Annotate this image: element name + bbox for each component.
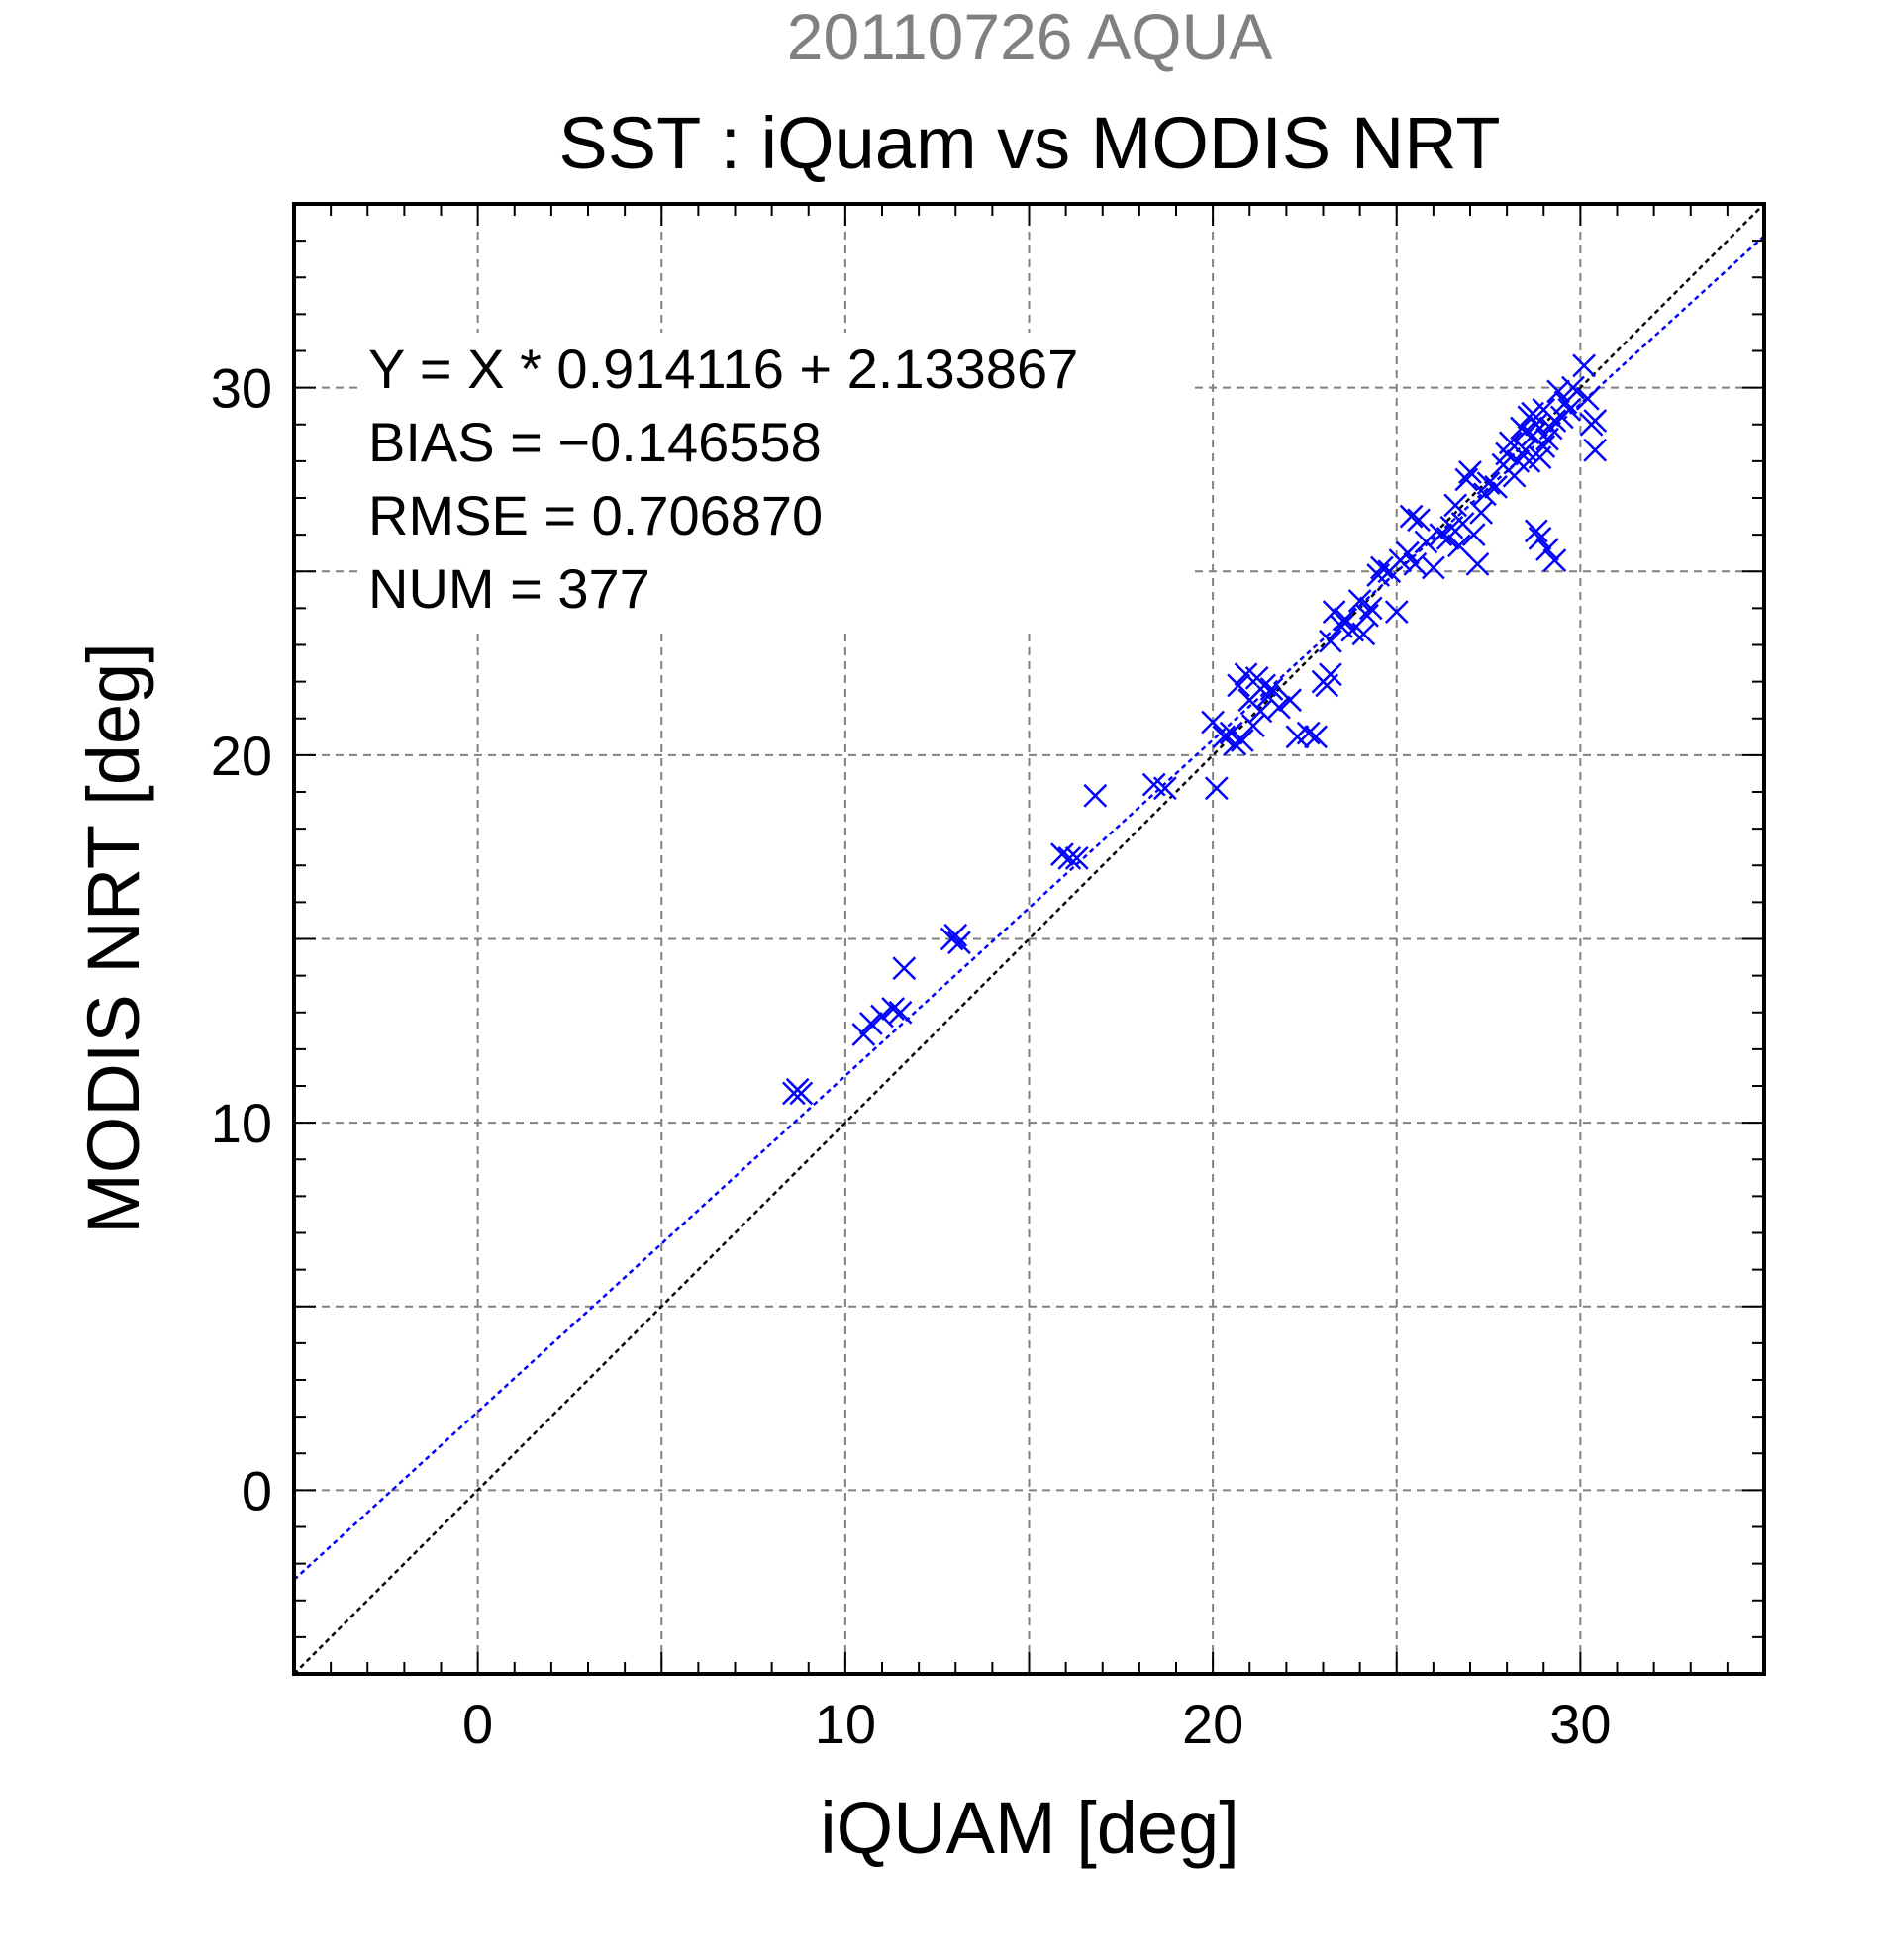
data-point bbox=[1064, 845, 1089, 870]
data-point bbox=[1414, 530, 1438, 554]
grid-lines bbox=[294, 204, 1764, 1674]
data-point bbox=[1521, 401, 1544, 426]
data-point bbox=[1542, 409, 1567, 433]
data-point bbox=[1230, 729, 1254, 752]
data-point bbox=[1517, 448, 1541, 473]
x-tick-label: 20 bbox=[1182, 1693, 1243, 1755]
x-axis-label: iQUAM [deg] bbox=[820, 1787, 1239, 1869]
data-point bbox=[1443, 493, 1468, 518]
data-point bbox=[1351, 622, 1376, 646]
fit-statistics: Y = X * 0.914116 + 2.133867 BIAS = −0.14… bbox=[358, 333, 1190, 630]
data-point bbox=[1546, 379, 1570, 404]
data-point bbox=[1528, 526, 1552, 550]
data-point bbox=[1506, 448, 1531, 473]
data-point bbox=[1227, 673, 1250, 698]
data-point bbox=[1421, 555, 1445, 580]
data-point bbox=[1278, 688, 1302, 713]
data-point bbox=[1152, 776, 1177, 801]
data-point bbox=[1347, 589, 1372, 613]
data-point bbox=[1561, 375, 1585, 400]
data-point bbox=[1524, 519, 1548, 543]
data-point bbox=[1319, 629, 1342, 653]
data-point bbox=[1204, 776, 1229, 801]
chart-subtitle: 20110726 AQUA bbox=[787, 0, 1273, 73]
identity-line bbox=[294, 204, 1764, 1674]
data-point bbox=[1498, 431, 1523, 455]
data-point bbox=[1461, 523, 1486, 547]
data-point bbox=[1399, 504, 1424, 529]
data-point bbox=[870, 1004, 894, 1029]
data-point bbox=[1403, 551, 1428, 576]
rmse-value: RMSE = 0.706870 bbox=[368, 484, 823, 546]
data-point bbox=[1465, 551, 1490, 576]
data-point bbox=[1248, 699, 1273, 724]
data-point bbox=[1575, 386, 1600, 411]
y-tick-label: 30 bbox=[211, 357, 272, 420]
y-axis-label: MODIS NRT [deg] bbox=[72, 642, 154, 1234]
data-point bbox=[1469, 500, 1494, 525]
data-point bbox=[1458, 460, 1482, 484]
data-point bbox=[851, 1023, 876, 1046]
data-point bbox=[1513, 420, 1537, 444]
num-value: NUM = 377 bbox=[368, 557, 650, 620]
x-tick-label: 10 bbox=[815, 1693, 876, 1755]
data-point bbox=[1050, 842, 1074, 866]
data-point bbox=[1267, 695, 1291, 720]
data-point bbox=[1057, 845, 1082, 870]
x-tick-label: 0 bbox=[462, 1693, 493, 1755]
data-point bbox=[1259, 677, 1284, 701]
y-tick-label: 20 bbox=[211, 725, 272, 787]
data-point bbox=[1446, 534, 1471, 558]
data-point bbox=[1454, 467, 1479, 492]
data-point bbox=[1370, 555, 1394, 580]
data-point bbox=[1358, 596, 1383, 621]
data-point bbox=[789, 1081, 814, 1106]
data-point bbox=[892, 956, 917, 981]
annotation-background bbox=[358, 333, 1190, 630]
data-point bbox=[1557, 398, 1582, 422]
y-tick-label: 10 bbox=[211, 1092, 272, 1154]
fit-equation: Y = X * 0.914116 + 2.133867 bbox=[368, 338, 1078, 400]
data-point bbox=[1484, 474, 1508, 499]
data-point bbox=[881, 997, 906, 1021]
x-tick-label: 30 bbox=[1549, 1693, 1611, 1755]
data-point bbox=[1535, 538, 1559, 561]
data-point bbox=[1322, 600, 1346, 624]
data-point bbox=[1553, 390, 1578, 415]
data-point bbox=[782, 1081, 806, 1106]
data-point bbox=[1333, 607, 1357, 632]
data-point bbox=[1212, 725, 1237, 749]
plot-frame bbox=[292, 202, 1766, 1676]
data-point bbox=[1583, 409, 1608, 433]
data-point bbox=[1201, 710, 1226, 735]
data-point bbox=[1083, 783, 1108, 808]
data-point bbox=[1241, 714, 1265, 738]
data-point bbox=[1304, 725, 1328, 749]
chart-title: SST : iQuam vs MODIS NRT bbox=[558, 102, 1500, 184]
data-point bbox=[1315, 673, 1339, 698]
bias-value: BIAS = −0.146558 bbox=[368, 411, 822, 473]
data-point bbox=[888, 1000, 913, 1025]
data-point bbox=[1407, 508, 1431, 533]
data-point bbox=[947, 931, 971, 955]
data-point bbox=[1476, 471, 1501, 496]
data-point bbox=[1396, 540, 1420, 565]
data-point bbox=[1429, 523, 1453, 547]
data-point bbox=[858, 1012, 883, 1035]
data-point bbox=[1572, 353, 1596, 378]
data-point bbox=[1355, 603, 1379, 628]
data-point bbox=[1583, 438, 1608, 462]
data-point bbox=[943, 923, 968, 947]
data-point bbox=[1384, 600, 1409, 624]
y-tick-label: 0 bbox=[242, 1459, 272, 1521]
data-point bbox=[1223, 732, 1247, 756]
data-point bbox=[1296, 721, 1321, 745]
data-point bbox=[1542, 548, 1567, 572]
